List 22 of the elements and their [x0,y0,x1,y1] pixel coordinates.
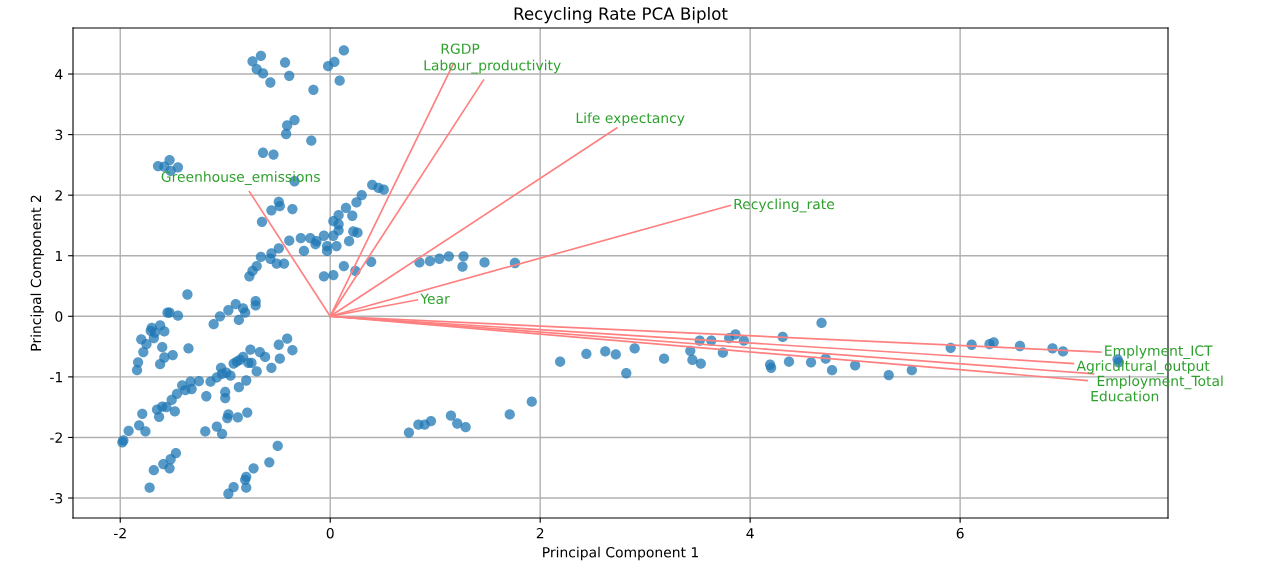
y-tick-label: -3 [50,492,63,504]
series-label: Life expectancy [576,112,685,126]
x-tick-label: 4 [746,528,754,539]
x-axis-title: Principal Component 1 [543,546,698,561]
y-tick-label: -1 [50,372,62,383]
series-label: Education [1091,390,1159,402]
y-tick-label: 2 [55,190,62,201]
x-tick-label: 2 [536,527,544,539]
series-label: Labour_productivity [424,59,561,74]
x-tick-label: 6 [956,527,964,539]
series-label: RGDP [441,43,480,54]
y-tick-label: -2 [50,432,62,443]
y-axis-title: Principal Component 2 [30,195,44,351]
chart-title: Recycling Rate PCA Biplot [514,7,728,24]
x-tick-label: 0 [326,527,334,539]
y-tick-label: 0 [55,311,63,322]
series-label: Year [420,293,450,304]
series-label: Recycling_rate [734,198,835,213]
y-tick-label: 4 [55,69,63,80]
x-tick-label: -2 [114,527,126,539]
y-tick-label: 1 [55,250,62,262]
y-tick-label: 3 [55,129,63,141]
